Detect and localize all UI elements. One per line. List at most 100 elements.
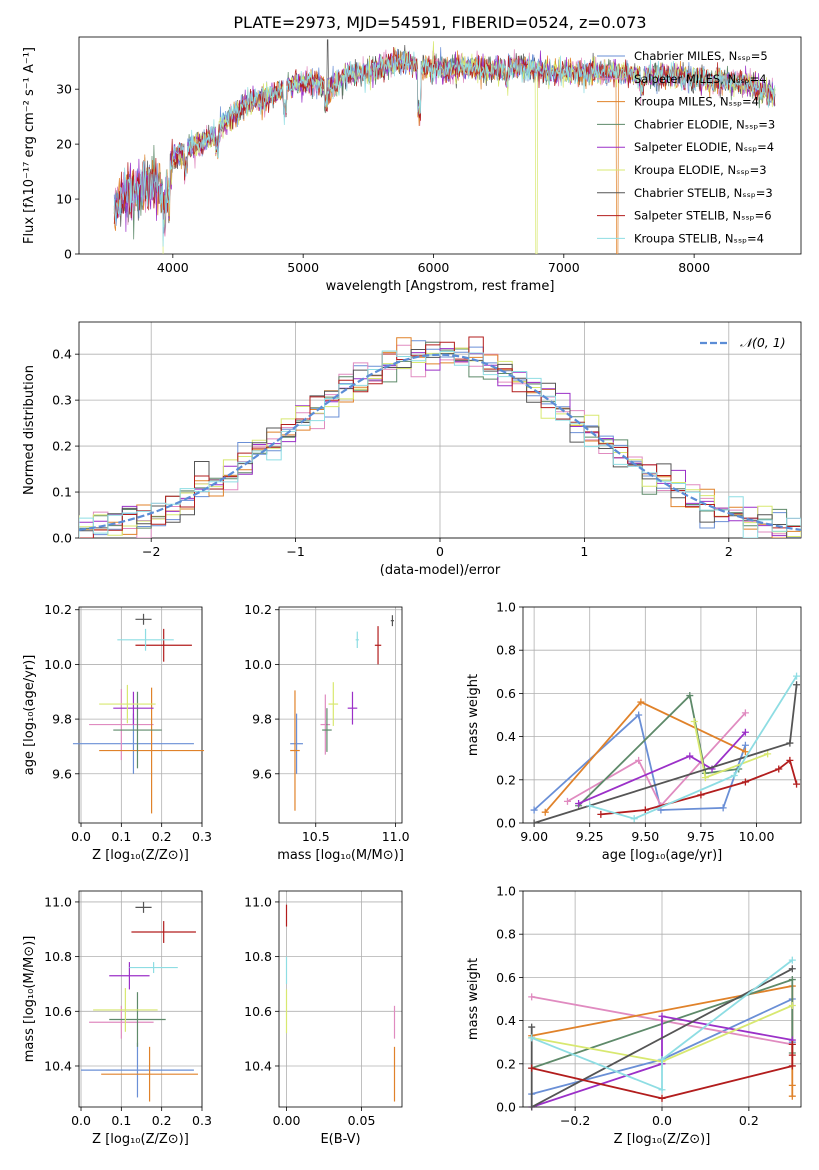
- plot-frame: [78, 321, 802, 539]
- data-point: [686, 692, 694, 700]
- data-point: [528, 1103, 536, 1111]
- y-axis-label: mass [log₁₀(M/M⊙)]: [22, 936, 37, 1063]
- y-tick-label: 10.8: [244, 949, 272, 964]
- x-tick-label: 9.25: [576, 829, 604, 844]
- data-point: [658, 1086, 666, 1094]
- x-tick-label: 5000: [287, 260, 319, 275]
- y-tick-label: 10.0: [44, 657, 72, 672]
- x-tick-label: 9.75: [687, 829, 715, 844]
- panel-Z-age: 0.0 0.1 0.2 0.3 9.6 9.8 10.0 10.2 Z [log₁₀(Z/Z⊙)…: [22, 602, 212, 863]
- data-point: [530, 819, 538, 827]
- x-axis-label: age [log₁₀(age/yr)]: [602, 848, 723, 863]
- x-axis-label: Z [log₁₀(Z/Z⊙)]: [92, 1132, 189, 1147]
- y-tick-label: 0.4: [496, 729, 516, 744]
- y-tick-label: 0.2: [52, 439, 72, 454]
- panel-EBV-mass: 0.00 0.05 10.4 10.6 10.8 11.0 E(B-V): [244, 890, 403, 1147]
- spectrum-line: [113, 50, 776, 247]
- legend-label: Salpeter STELIB, Nₛₛₚ=6: [634, 209, 772, 223]
- x-tick-label: −2: [142, 544, 160, 559]
- y-tick-label: 10.2: [44, 602, 72, 617]
- y-tick-label: 20: [56, 137, 72, 152]
- data-point: [563, 797, 571, 805]
- x-tick-label: 0.3: [192, 1113, 212, 1128]
- x-tick-label: 0.05: [348, 1113, 376, 1128]
- data-point: [730, 771, 738, 779]
- data-point: [658, 1055, 666, 1063]
- y-tick-label: 10.8: [44, 949, 72, 964]
- y-tick-label: 1.0: [496, 884, 516, 899]
- data-point: [788, 956, 796, 964]
- legend-label: 𝒩(0, 1): [740, 335, 786, 350]
- y-axis-label: Flux [fλ10⁻¹⁷ erg cm⁻² s⁻¹ A⁻¹]: [22, 47, 37, 244]
- legend-label: Kroupa STELIB, Nₛₛₚ=4: [634, 231, 764, 245]
- y-tick-label: 10.4: [44, 1058, 72, 1073]
- y-axis-label: mass weight: [466, 674, 481, 756]
- panel-age-weight: 9.00 9.25 9.50 9.75 10.00 0.0 0.2 0.4 0.6 0.8 1.0 a…: [466, 600, 802, 863]
- x-tick-label: 10.5: [302, 829, 330, 844]
- y-tick-label: 0.8: [496, 643, 516, 658]
- x-tick-label: 6000: [418, 260, 450, 275]
- data-point: [788, 965, 796, 973]
- panel-Z-mass: 0.0 0.1 0.2 0.3 10.4 10.6 10.8 11.0 Z [log₁₀(Z/Z…: [22, 890, 212, 1147]
- y-tick-label: 0.6: [496, 686, 516, 701]
- panel-spectrum: 4000 5000 6000 7000 8000 0 10 20 30 wavelength [A…: [22, 36, 802, 294]
- series-line: [578, 731, 747, 805]
- panel-mass-age: 10.5 11.0 9.6 9.8 10.0 10.2 mass [log₁₀(M/M⊙)]: [244, 602, 409, 863]
- panel-Z-weight: −0.2 0.0 0.2 0.0 0.2 0.4 0.6 0.8 1.0 Z [log₁₀(Z/Z…: [466, 884, 802, 1147]
- histogram-step: [79, 350, 801, 538]
- x-tick-label: 0.0: [71, 829, 91, 844]
- data-point: [637, 698, 645, 706]
- x-tick-label: 11.0: [382, 829, 410, 844]
- data-point: [541, 808, 549, 816]
- y-tick-label: 11.0: [44, 894, 72, 909]
- data-point: [788, 1092, 796, 1100]
- legend-label: Salpeter ELODIE, Nₛₛₚ=4: [634, 140, 774, 154]
- legend-label: Chabrier MILES, Nₛₛₚ=5: [634, 49, 768, 63]
- y-axis-label: Normed distribution: [22, 365, 37, 495]
- x-tick-label: 7000: [548, 260, 580, 275]
- x-axis-label: E(B-V): [320, 1132, 360, 1147]
- y-tick-label: 30: [56, 82, 72, 97]
- data-point: [775, 765, 783, 773]
- data-point: [788, 1040, 796, 1048]
- data-point: [788, 1081, 796, 1089]
- x-tick-label: 0.0: [652, 1113, 672, 1128]
- data-point: [741, 709, 749, 717]
- y-tick-label: 0.4: [52, 347, 72, 362]
- y-tick-label: 10.2: [244, 602, 272, 617]
- data-point: [741, 748, 749, 756]
- data-point: [528, 1023, 536, 1031]
- data-point: [630, 815, 638, 823]
- plot-frame: [78, 890, 203, 1108]
- data-point: [528, 1064, 536, 1072]
- y-tick-label: 0.4: [496, 1013, 516, 1028]
- y-tick-label: 9.6: [52, 766, 72, 781]
- series-line: [531, 959, 793, 1092]
- x-tick-label: −0.2: [560, 1113, 590, 1128]
- x-tick-label: 0.00: [273, 1113, 301, 1128]
- series-line: [533, 684, 798, 824]
- series-line: [589, 675, 798, 820]
- data-point: [741, 778, 749, 786]
- data-point: [575, 800, 583, 808]
- y-tick-label: 0.3: [52, 393, 72, 408]
- data-point: [530, 806, 538, 814]
- y-axis-label: mass weight: [466, 958, 481, 1040]
- y-tick-label: 10.6: [244, 1004, 272, 1019]
- data-point: [764, 750, 772, 758]
- plot-frame: [522, 606, 802, 824]
- data-point: [597, 810, 605, 818]
- panel-residuals: −2 −1 0 1 2 0.0 0.1 0.2 0.3 0.4 (data-model)/error…: [22, 321, 802, 578]
- plot-frame: [278, 606, 403, 824]
- y-tick-label: 0.6: [496, 970, 516, 985]
- plot-frame: [78, 36, 802, 255]
- data-point: [786, 756, 794, 764]
- y-tick-label: 11.0: [244, 894, 272, 909]
- x-tick-label: 0.1: [111, 1113, 131, 1128]
- legend-label: Chabrier ELODIE, Nₛₛₚ=3: [634, 117, 775, 131]
- data-point: [528, 1034, 536, 1042]
- x-axis-label: mass [log₁₀(M/M⊙)]: [277, 848, 404, 863]
- legend: Chabrier MILES, Nₛₛₚ=5 Salpeter MILES, Nₛ…: [597, 49, 775, 245]
- x-tick-label: 2: [725, 544, 733, 559]
- histogram-step: [79, 336, 801, 538]
